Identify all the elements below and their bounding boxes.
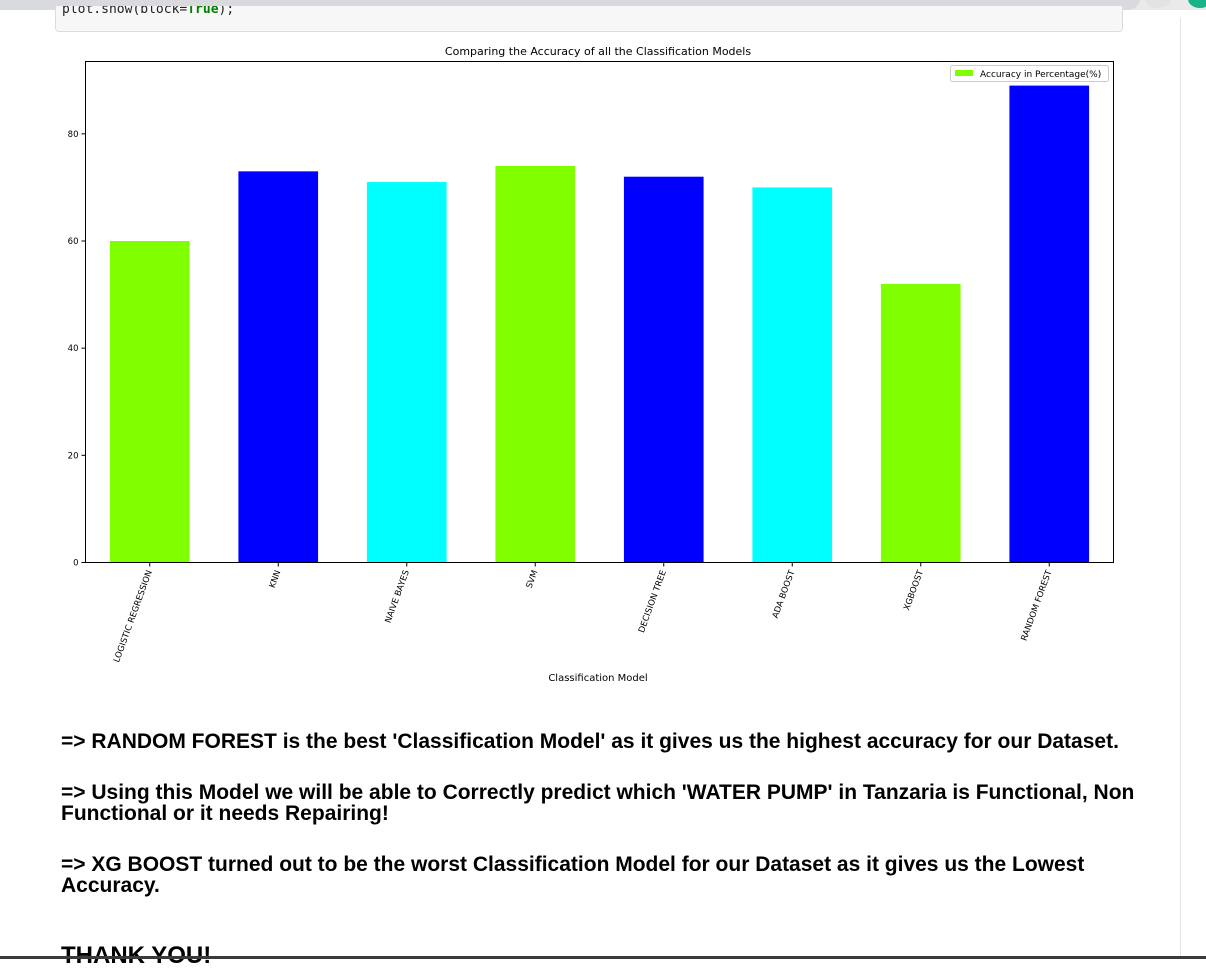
x-axis-label: Classification Model (548, 673, 647, 684)
bar-ada-boost (752, 187, 833, 563)
bar-svm (495, 165, 576, 563)
bar-logistic-regression (109, 241, 190, 563)
plot-area-frame (85, 61, 1114, 563)
bar-knn (238, 171, 319, 563)
toolbar-button[interactable] (1145, 0, 1171, 8)
y-tick-label: 40 (68, 344, 79, 354)
y-tick-label: 80 (68, 130, 79, 140)
bar-xgboost (880, 283, 961, 563)
x-tick-label: LOGISTIC REGRESSION (112, 569, 155, 664)
scrollbar-track[interactable] (1180, 18, 1206, 959)
x-tick-label: NAIVE BAYES (384, 569, 412, 625)
chart-legend: Accuracy in Percentage(%) (950, 65, 1109, 82)
chart-title: Comparing the Accuracy of all the Classi… (445, 45, 751, 58)
code-line: plot.show(block=True); (62, 6, 234, 17)
x-tick-label: RANDOM FOREST (1020, 568, 1055, 642)
note-best-model: => RANDOM FOREST is the best 'Classifica… (61, 730, 1119, 753)
note-worst-model: => XG BOOST turned out to be the worst C… (61, 853, 1085, 897)
y-tick-label: 20 (68, 451, 79, 461)
code-cell[interactable]: plot.show(block=True); (55, 6, 1123, 32)
x-tick-label: XGBOOST (902, 568, 926, 612)
code-keyword: True (187, 6, 219, 17)
x-tick-label: KNN (268, 569, 284, 590)
code-text-prefix: plot.show(block= (62, 6, 188, 17)
y-tick-label: 0 (73, 559, 78, 569)
note-prediction: => Using this Model we will be able to C… (61, 781, 1135, 825)
legend-label: Accuracy in Percentage(%) (980, 70, 1101, 80)
bottom-divider (0, 956, 1206, 959)
conclusion-notes: => RANDOM FOREST is the best 'Classifica… (61, 731, 1141, 926)
address-bar[interactable] (0, 0, 1140, 10)
code-text-suffix: ); (218, 6, 235, 17)
accuracy-bar-chart: Comparing the Accuracy of all the Classi… (68, 45, 1114, 684)
y-tick-label: 60 (68, 237, 79, 247)
bar-naive-bayes (366, 182, 447, 563)
legend-swatch (955, 70, 973, 76)
x-tick-label: SVM (525, 569, 541, 590)
bar-decision-tree (623, 176, 704, 563)
bar-random-forest (1009, 85, 1090, 563)
browser-top-bar (0, 0, 1206, 10)
x-tick-label: ADA BOOST (771, 568, 798, 620)
profile-avatar[interactable] (1188, 0, 1206, 8)
x-tick-label: DECISION TREE (637, 569, 669, 634)
legend-frame (950, 65, 1109, 82)
